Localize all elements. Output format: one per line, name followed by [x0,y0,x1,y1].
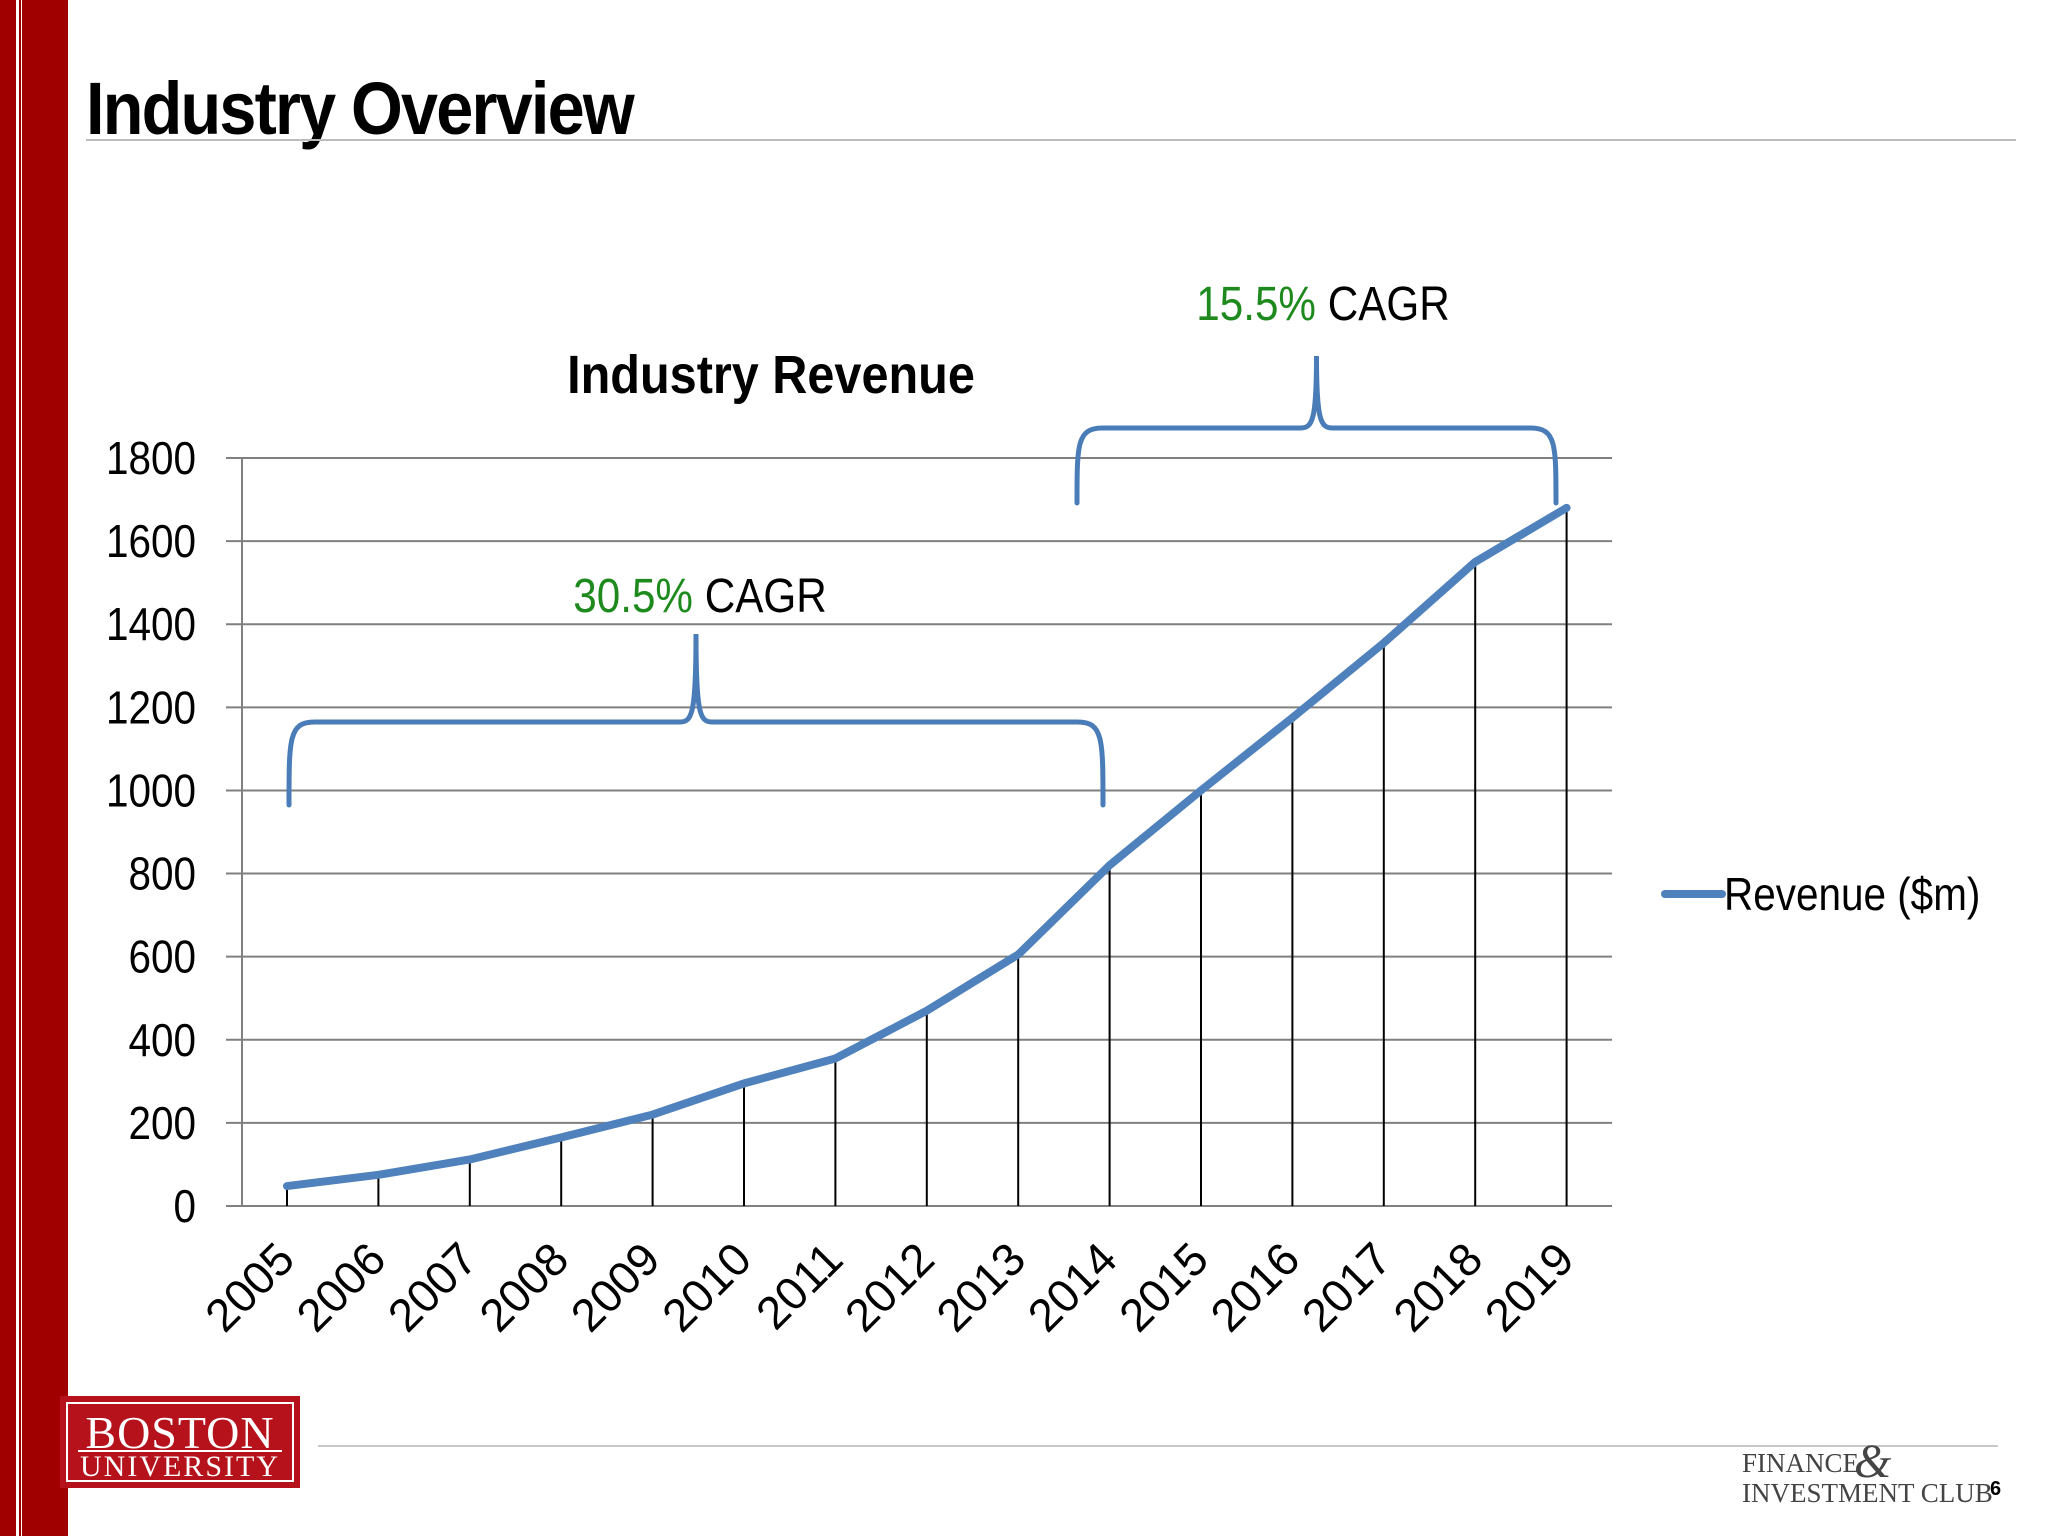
y-tick-label: 1000 [106,766,196,817]
x-tick-label: 2014 [1018,1232,1127,1341]
club-logo-ampersand: & [1854,1435,1892,1488]
footer-divider [318,1445,1998,1447]
x-tick-label: 2008 [469,1232,578,1341]
y-tick-label: 1400 [106,600,196,651]
series-revenue [283,503,1571,1191]
cagr-suffix: CAGR [693,568,827,622]
left-accent-line [19,0,21,1536]
x-tick-label: 2016 [1200,1232,1309,1341]
x-tick-label: 2018 [1383,1232,1492,1341]
title-divider [86,139,2016,141]
logo-line-2: UNIVERSITY [80,1450,280,1483]
cagr-brace [286,633,1106,808]
x-tick-label: 2013 [926,1232,1035,1341]
cagr-label: 30.5% CAGR [573,568,827,622]
y-tick-label: 600 [128,932,196,983]
x-tick-label: 2012 [835,1232,944,1341]
legend: Revenue ($m) [1661,870,1980,921]
cagr-label: 15.5% CAGR [1196,276,1450,330]
legend-label: Revenue ($m) [1724,870,1980,921]
series-line [283,503,1571,1191]
x-axis-labels: 2005200620072008200920102011201220132014… [195,1232,1584,1341]
x-tick-label: 2017 [1292,1232,1401,1341]
cagr-value: 30.5% [573,568,693,622]
y-tick-label: 800 [128,849,196,900]
left-accent-bar [0,0,68,1536]
page-number: 6 [1990,1478,2002,1500]
x-tick-label: 2019 [1475,1232,1584,1341]
x-tick-label: 2010 [652,1232,761,1341]
cagr-brace [1074,355,1559,506]
cagr-suffix: CAGR [1316,276,1450,330]
y-axis: 0 200 400 600 800 1000 1200 1400 1600 1800 [106,434,243,1233]
y-tick-label: 0 [173,1182,196,1233]
x-tick-label: 2007 [378,1232,487,1341]
y-tick-label: 1200 [106,683,196,734]
club-logo-line-2: INVESTMENT CLUB [1742,1478,1993,1508]
y-tick-label: 200 [128,1099,196,1150]
slide-title: Industry Overview [86,67,635,150]
logo-separator [78,1450,282,1452]
x-tick-label: 2015 [1109,1232,1218,1341]
x-tick-label: 2005 [195,1232,304,1341]
grid-lines [226,457,1612,1207]
x-tick-label: 2009 [561,1232,670,1341]
x-tick-label: 2006 [286,1232,395,1341]
chart-title: Industry Revenue [567,344,975,405]
boston-university-logo: BOSTON UNIVERSITY [60,1396,300,1488]
logo-line-1: BOSTON [85,1407,275,1458]
cagr-value: 15.5% [1196,276,1316,330]
y-tick-label: 1600 [106,517,196,568]
y-tick-label: 1800 [106,434,196,485]
club-logo-line-1: FINANCE [1742,1448,1860,1478]
drop-lines [286,507,1568,1206]
y-tick-label: 400 [128,1015,196,1066]
x-tick-label: 2011 [746,1232,853,1339]
